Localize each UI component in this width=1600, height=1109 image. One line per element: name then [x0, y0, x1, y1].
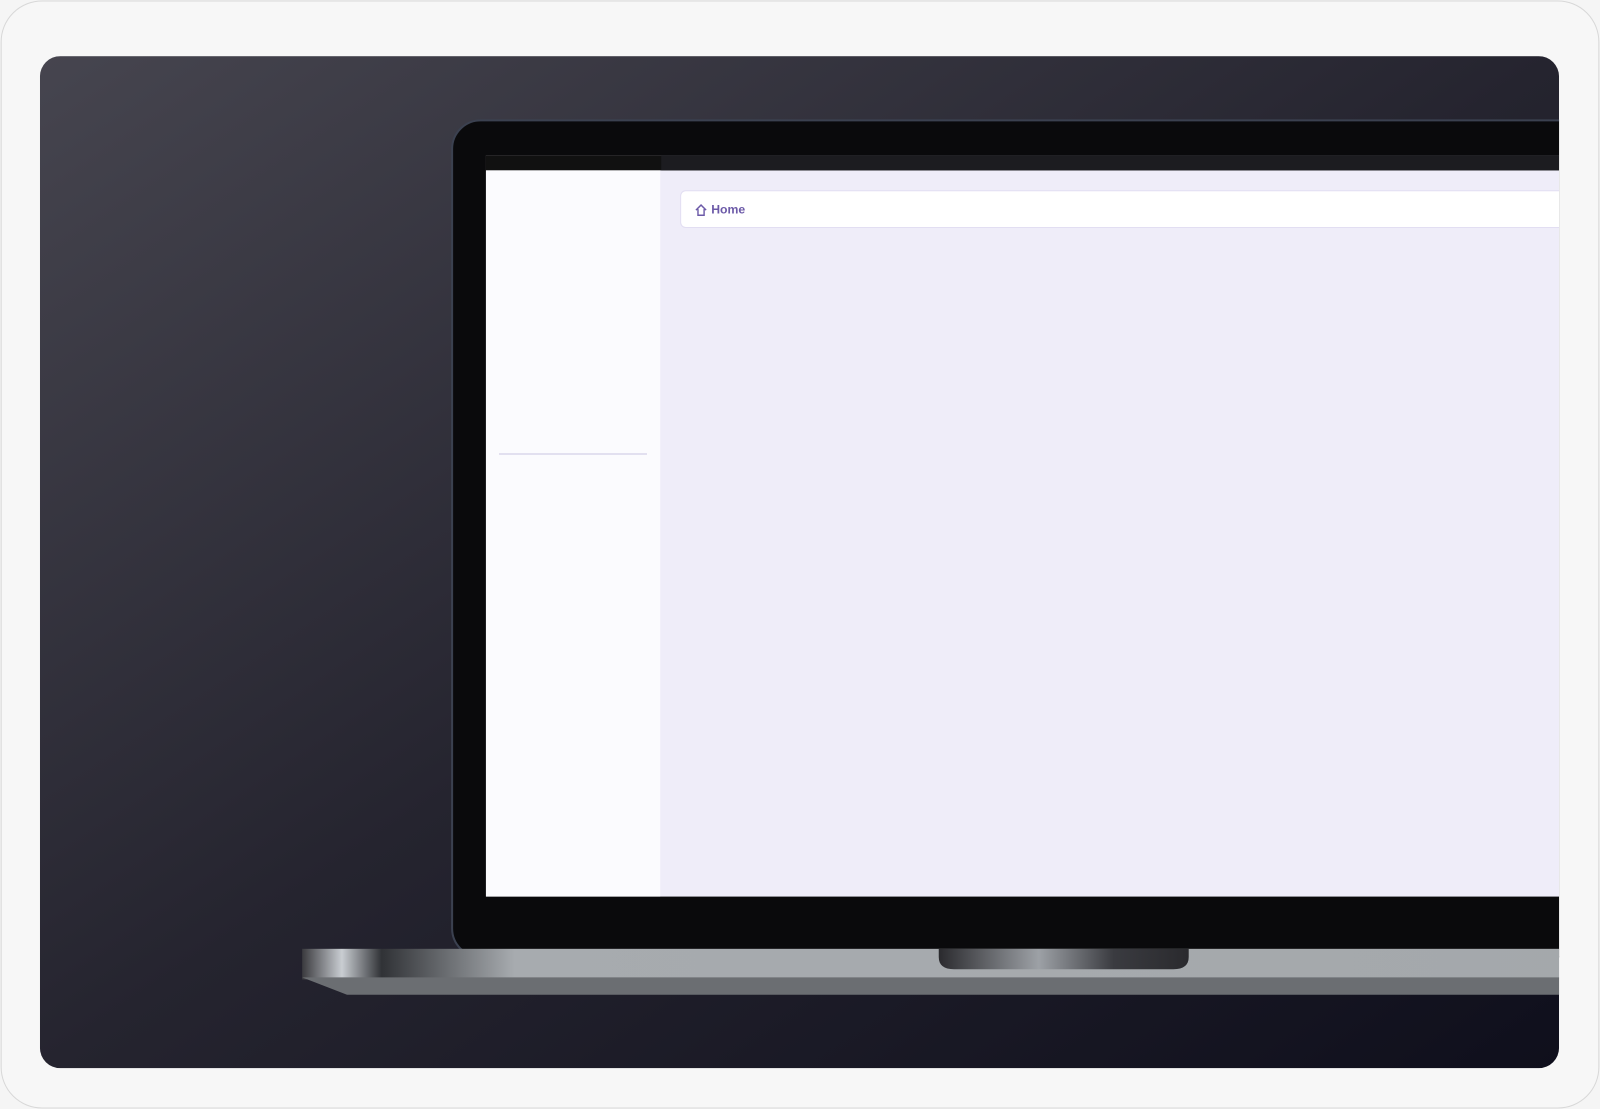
sidebar	[485, 170, 661, 897]
screen: Home	[485, 155, 1560, 897]
breadcrumb[interactable]: Home	[711, 202, 745, 216]
laptop-notch	[938, 948, 1189, 970]
home-icon	[695, 204, 707, 216]
top-bar-search	[661, 155, 1560, 171]
breadcrumb-bar	[680, 190, 1560, 229]
laptop-base	[302, 948, 1560, 980]
laptop-base-edge	[302, 977, 1560, 995]
panel: Home	[39, 56, 1560, 1069]
app-background	[485, 155, 1560, 897]
